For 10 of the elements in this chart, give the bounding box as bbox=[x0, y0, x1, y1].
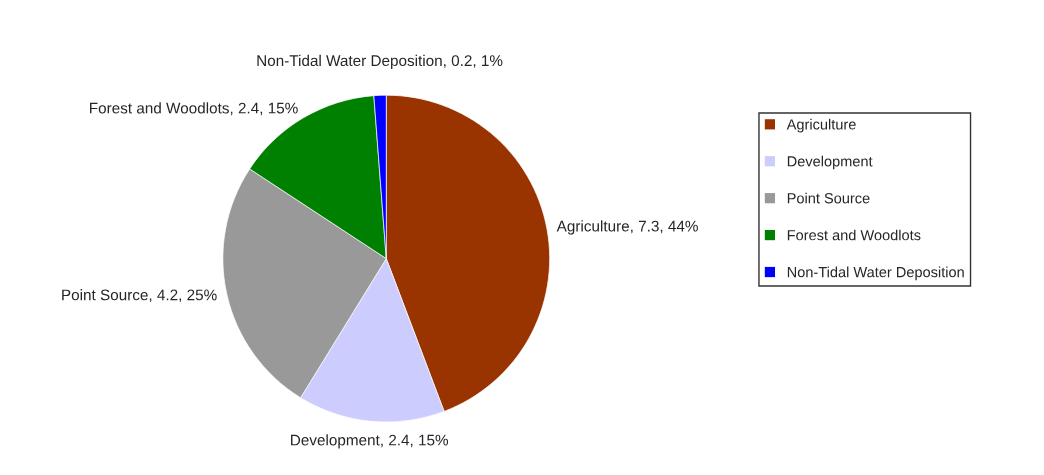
legend-label: Agriculture bbox=[786, 118, 856, 133]
legend-label: Non-Tidal Water Deposition bbox=[787, 266, 964, 281]
data-label: Agriculture, 7.3, 44% bbox=[556, 220, 698, 235]
legend-label: Development bbox=[787, 155, 873, 170]
data-label: Development, 2.4, 15% bbox=[291, 434, 449, 449]
data-label: Point Source, 4.2, 25% bbox=[62, 289, 217, 303]
legend-label: Point Source bbox=[787, 192, 870, 204]
legend-label: Forest and Woodlots bbox=[787, 229, 921, 241]
data-label: Non-Tidal Water Deposition, 0.2, 1% bbox=[257, 54, 503, 70]
data-label: Forest and Woodlots, 2.4, 15% bbox=[90, 102, 298, 116]
